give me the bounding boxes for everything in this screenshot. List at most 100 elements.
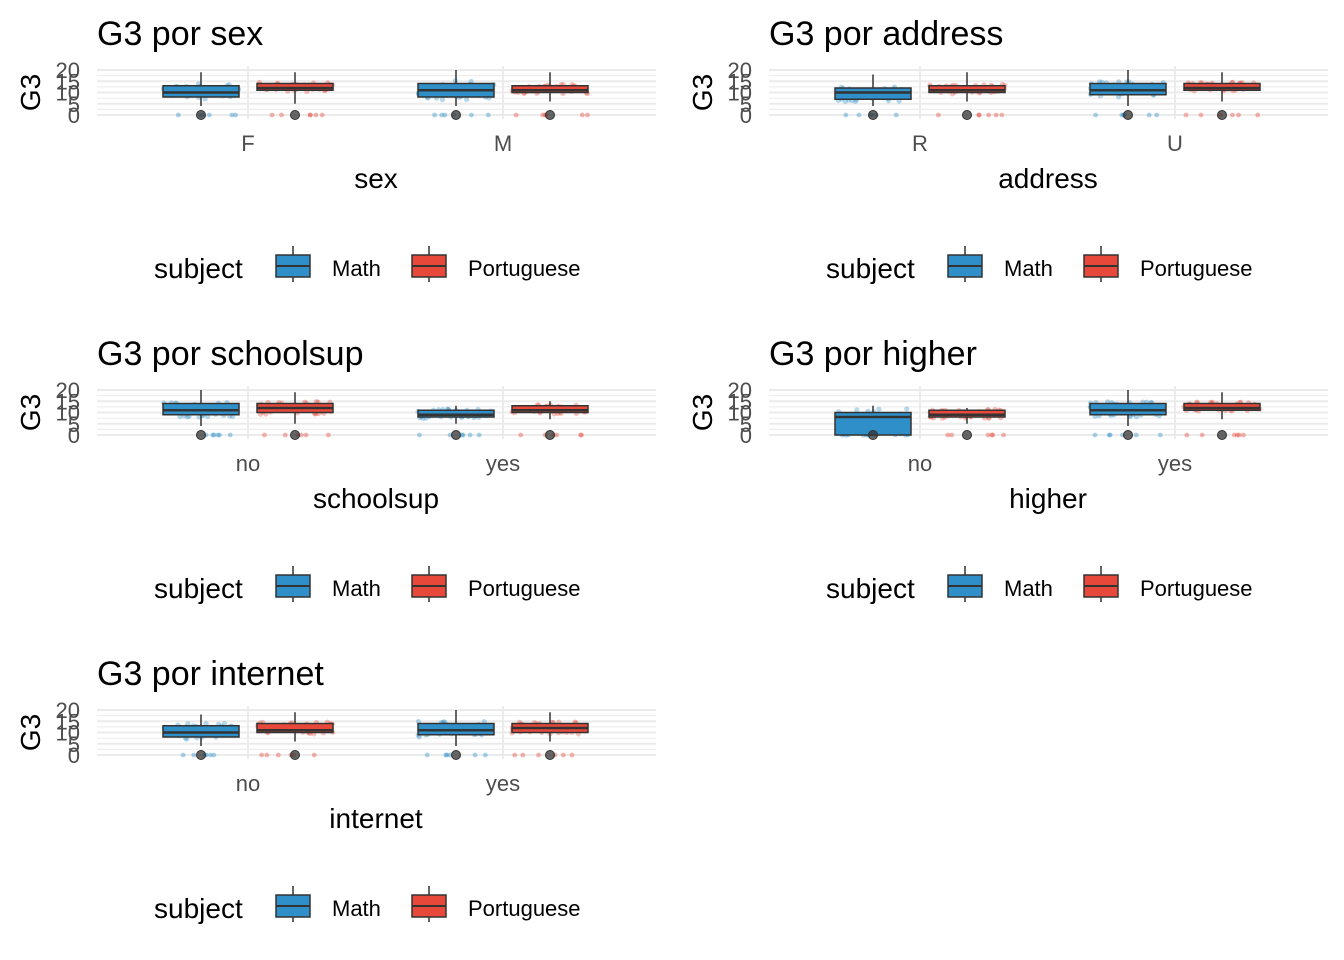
jitter-point (417, 432, 422, 438)
x-tick-label: yes (486, 771, 520, 796)
jitter-point (229, 112, 235, 118)
jitter-point (308, 112, 313, 118)
jitter-point (1184, 432, 1190, 438)
y-tick-label: 0 (740, 103, 752, 128)
x-axis-label: address (998, 163, 1098, 194)
jitter-point (211, 432, 217, 438)
y-tick-label: 5 (68, 412, 80, 437)
x-tick-label: yes (1158, 451, 1192, 476)
jitter-point (259, 752, 265, 758)
jitter-point (540, 112, 546, 118)
jitter-point (298, 432, 304, 438)
y-tick-label: 5 (68, 92, 80, 117)
y-tick-label: 0 (68, 423, 80, 448)
jitter-point (476, 432, 482, 438)
jitter-point (1255, 112, 1261, 118)
y-tick-label: 5 (740, 92, 752, 117)
jitter-point (1106, 432, 1112, 438)
y-tick-label: 5 (68, 732, 80, 757)
x-tick-label: U (1167, 131, 1183, 156)
x-tick-label: F (241, 131, 254, 156)
legend-label: Math (332, 256, 381, 281)
chart-title: G3 por schoolsup (97, 335, 364, 373)
jitter-point (1093, 112, 1099, 118)
jitter-point (569, 752, 575, 758)
jitter-point (227, 432, 233, 438)
jitter-point (518, 432, 524, 438)
jitter-point (184, 414, 190, 420)
box-outlier (196, 110, 206, 120)
jitter-point (221, 720, 228, 727)
jitter-point (233, 112, 238, 118)
y-axis-label: G3 (15, 74, 46, 111)
jitter-point (1116, 94, 1122, 100)
jitter-point (1183, 112, 1189, 118)
jitter-point (307, 112, 313, 118)
jitter-point (472, 752, 478, 758)
jitter-point (843, 112, 849, 118)
y-tick-label: 20 (56, 58, 80, 83)
jitter-point (1198, 112, 1204, 118)
y-tick-label: 20 (56, 698, 80, 723)
legend-label: Math (1004, 576, 1053, 601)
y-tick-label: 15 (56, 709, 80, 734)
legend-label: Portuguese (468, 256, 581, 281)
jitter-point (313, 112, 319, 118)
x-tick-label: no (908, 451, 932, 476)
legend-label: Portuguese (468, 576, 581, 601)
y-tick-label: 20 (728, 58, 752, 83)
legend-label: Math (1004, 256, 1053, 281)
jitter-point (468, 78, 474, 84)
box-outlier (451, 430, 461, 440)
jitter-point (303, 432, 309, 438)
jitter-point (175, 112, 181, 118)
jitter-point (1234, 432, 1240, 438)
jitter-point (211, 752, 217, 758)
y-axis-label: G3 (15, 394, 46, 431)
jitter-point (1199, 432, 1205, 438)
box-outlier (290, 750, 300, 760)
jitter-point (989, 432, 995, 438)
legend-label: Portuguese (468, 896, 581, 921)
jitter-point (856, 112, 862, 118)
jitter-point (585, 112, 590, 118)
x-tick-label: no (236, 451, 260, 476)
y-tick-label: 15 (56, 389, 80, 414)
jitter-point (976, 112, 982, 118)
jitter-point (443, 752, 449, 758)
jitter-point (993, 112, 999, 118)
jitter-point (282, 432, 288, 438)
jitter-point (904, 406, 910, 412)
jitter-point (424, 752, 430, 758)
y-tick-label: 0 (68, 103, 80, 128)
jitter-point (1157, 432, 1163, 438)
jitter-point (512, 752, 518, 758)
jitter-point (536, 752, 541, 758)
y-tick-label: 10 (728, 81, 752, 106)
jitter-point (439, 112, 445, 118)
jitter-point (319, 112, 325, 118)
y-tick-label: 15 (728, 389, 752, 414)
jitter-point (215, 432, 221, 438)
jitter-point (1146, 112, 1152, 118)
box-outlier (1123, 430, 1133, 440)
jitter-point (854, 407, 860, 413)
legend-title: subject (826, 573, 915, 604)
box-body (256, 722, 334, 734)
x-tick-label: no (236, 771, 260, 796)
jitter-point (447, 752, 453, 758)
box-outlier (451, 110, 461, 120)
jitter-point (945, 432, 951, 438)
legend-label: Portuguese (1140, 576, 1253, 601)
y-tick-label: 0 (740, 423, 752, 448)
jitter-point (1236, 432, 1242, 438)
jitter-point (275, 752, 281, 758)
box-outlier (290, 430, 300, 440)
chart-title: G3 por sex (97, 15, 263, 53)
jitter-point (1092, 432, 1098, 438)
box-outlier (545, 750, 555, 760)
